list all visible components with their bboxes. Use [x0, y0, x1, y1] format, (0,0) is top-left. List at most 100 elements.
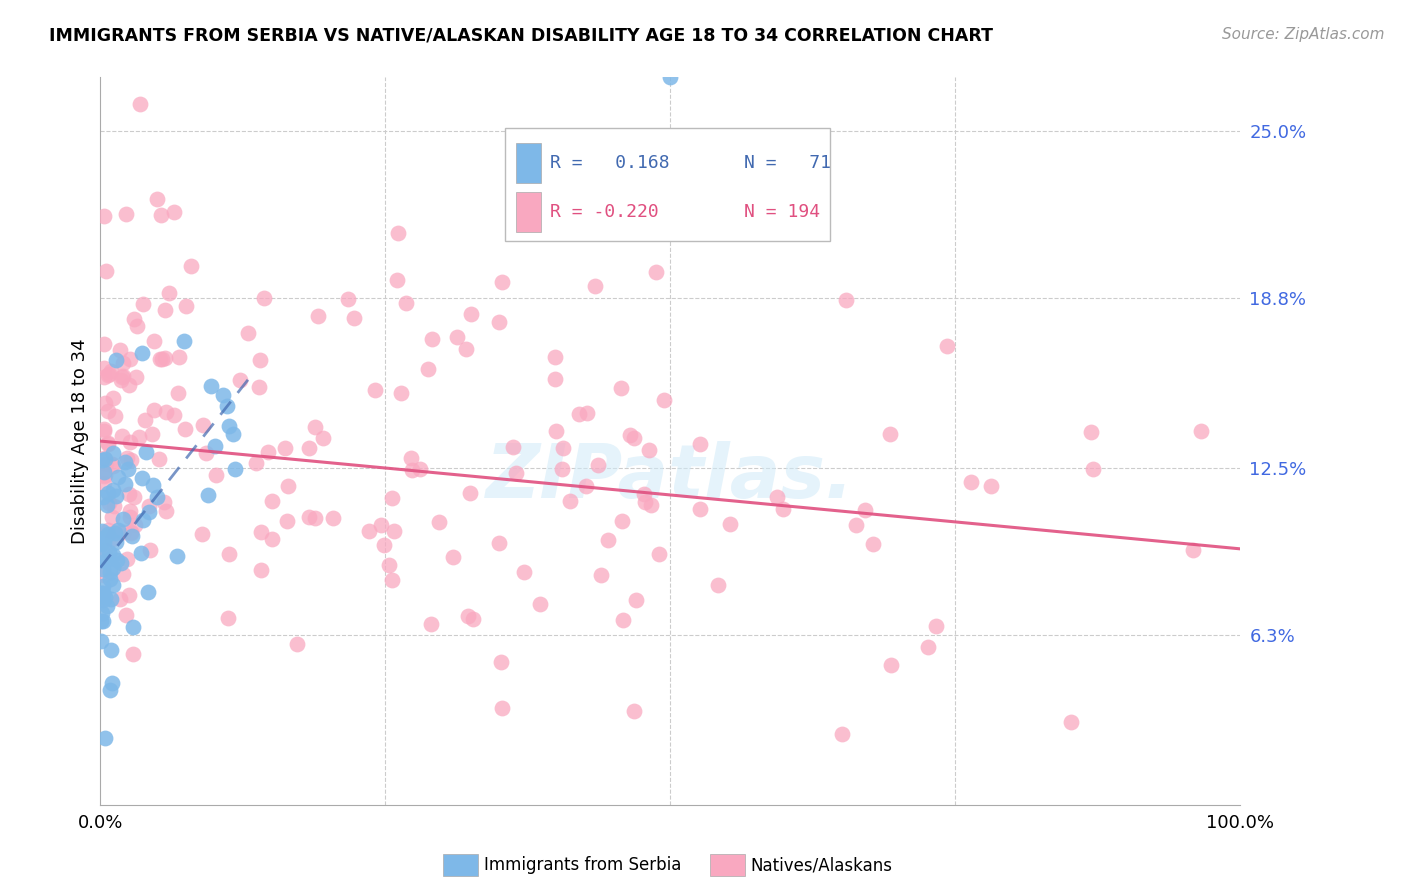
Point — [381, 573, 404, 587]
Point — [112, 356, 135, 370]
Point — [114, 207, 136, 221]
Point — [766, 490, 789, 504]
Point — [427, 515, 450, 529]
Point — [256, 445, 278, 459]
Point — [134, 413, 156, 427]
Point — [298, 441, 321, 455]
Text: Immigrants from Serbia: Immigrants from Serbia — [484, 856, 681, 874]
Point — [654, 393, 676, 408]
Point — [648, 547, 671, 561]
Point — [157, 285, 180, 300]
Point — [155, 405, 177, 419]
Point — [100, 592, 122, 607]
Point — [93, 450, 115, 465]
Point — [363, 383, 385, 397]
Point — [101, 458, 124, 473]
Point — [152, 494, 174, 508]
Point — [131, 471, 153, 485]
Point — [623, 431, 645, 445]
Point — [118, 377, 141, 392]
Point — [100, 565, 122, 579]
Point — [93, 424, 115, 438]
Point — [153, 351, 176, 366]
Point — [91, 592, 114, 607]
Point — [529, 597, 551, 611]
Point — [262, 493, 284, 508]
Point — [488, 536, 510, 550]
Point — [274, 441, 297, 455]
Point — [460, 307, 482, 321]
Point — [862, 537, 884, 551]
Point — [93, 370, 115, 384]
Point — [105, 353, 128, 368]
Point — [96, 264, 118, 278]
Point — [312, 431, 335, 445]
Point — [94, 554, 117, 568]
Y-axis label: Disability Age 18 to 34: Disability Age 18 to 34 — [72, 338, 89, 544]
Point — [139, 542, 162, 557]
Point — [105, 535, 128, 549]
Point — [110, 373, 132, 387]
Point — [114, 477, 136, 491]
Point — [513, 565, 536, 579]
Point — [104, 525, 127, 540]
Point — [488, 315, 510, 329]
Point — [90, 614, 112, 628]
Point — [97, 437, 120, 451]
Point — [633, 495, 655, 509]
Point — [90, 536, 112, 550]
Point — [357, 524, 380, 538]
Point — [1182, 543, 1205, 558]
Point — [718, 517, 741, 532]
Point — [420, 617, 443, 632]
Point — [93, 422, 115, 436]
Point — [114, 455, 136, 469]
Point — [707, 578, 730, 592]
Point — [446, 330, 468, 344]
Point — [173, 334, 195, 349]
Point — [245, 456, 267, 470]
Point — [97, 367, 120, 381]
Point — [458, 486, 481, 500]
Point — [277, 478, 299, 492]
Point — [491, 275, 513, 289]
Point — [855, 502, 877, 516]
Point — [97, 527, 120, 541]
Point — [343, 310, 366, 325]
Point — [174, 422, 197, 436]
Point — [212, 388, 235, 402]
Point — [619, 428, 641, 442]
Point — [124, 518, 146, 533]
Point — [835, 293, 858, 307]
Point — [91, 579, 114, 593]
Point — [190, 527, 212, 541]
Point — [167, 350, 190, 364]
Point — [93, 536, 115, 550]
Point — [218, 419, 240, 434]
Point — [112, 369, 135, 384]
Point — [925, 619, 948, 633]
Text: ZIPatlas.: ZIPatlas. — [485, 441, 855, 514]
Point — [276, 514, 298, 528]
Point — [101, 578, 124, 592]
Point — [98, 495, 121, 509]
Point — [111, 567, 134, 582]
Point — [149, 352, 172, 367]
Point — [596, 533, 619, 547]
Point — [97, 436, 120, 450]
Point — [200, 379, 222, 393]
Point — [97, 404, 120, 418]
Point — [583, 278, 606, 293]
Point — [120, 525, 142, 540]
Point — [107, 523, 129, 537]
Point — [101, 446, 124, 460]
Point — [689, 502, 711, 516]
Point — [638, 442, 661, 457]
Point — [205, 468, 228, 483]
Point — [93, 209, 115, 223]
Point — [575, 478, 598, 492]
Point — [249, 353, 271, 368]
Point — [120, 509, 142, 524]
Point — [612, 613, 634, 627]
Point — [141, 426, 163, 441]
